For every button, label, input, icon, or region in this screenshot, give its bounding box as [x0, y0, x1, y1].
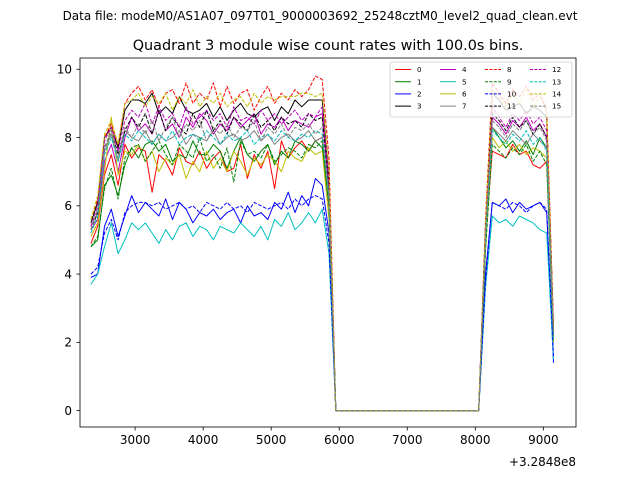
y-tick-label: 0	[64, 404, 72, 418]
y-tick-label: 8	[64, 131, 72, 145]
x-tick-label: 4000	[188, 433, 219, 447]
data-file-label: Data file: modeM0/AS1A07_097T01_90000036…	[63, 9, 578, 23]
chart-title: Quadrant 3 module wise count rates with …	[133, 38, 524, 54]
x-tick-label: 7000	[392, 433, 423, 447]
x-tick-label: 6000	[324, 433, 355, 447]
series-line-11	[90, 109, 554, 412]
legend-label-12: 12	[552, 65, 561, 74]
legend-label-1: 1	[417, 77, 422, 86]
legend-label-11: 11	[507, 102, 516, 111]
legend-label-14: 14	[552, 90, 562, 99]
x-tick-label: 9000	[528, 433, 559, 447]
legend-label-4: 4	[462, 65, 467, 74]
series-line-15	[90, 116, 554, 412]
legend-label-8: 8	[507, 65, 512, 74]
y-tick-label: 2	[64, 336, 72, 350]
legend-label-13: 13	[552, 77, 561, 86]
x-tick-label: 8000	[460, 433, 491, 447]
x-offset-label: +3.2848e8	[509, 455, 576, 469]
y-tick-label: 4	[64, 267, 72, 281]
y-tick-label: 10	[57, 63, 72, 77]
legend-label-9: 9	[507, 77, 512, 86]
legend-label-0: 0	[417, 65, 422, 74]
legend-label-3: 3	[417, 102, 422, 111]
series-layer	[90, 75, 554, 412]
legend-label-5: 5	[462, 77, 467, 86]
series-line-13	[90, 130, 554, 412]
y-tick-label: 6	[64, 199, 72, 213]
legend-label-10: 10	[507, 90, 517, 99]
x-tick-label: 3000	[120, 433, 151, 447]
x-tick-label: 5000	[256, 433, 287, 447]
series-line-14	[90, 89, 554, 412]
legend-label-7: 7	[462, 102, 467, 111]
legend-box	[389, 61, 573, 118]
series-line-9	[90, 137, 554, 412]
legend-label-2: 2	[417, 90, 422, 99]
legend-label-15: 15	[552, 102, 561, 111]
legend-label-6: 6	[462, 90, 467, 99]
axes-frame	[79, 57, 577, 428]
